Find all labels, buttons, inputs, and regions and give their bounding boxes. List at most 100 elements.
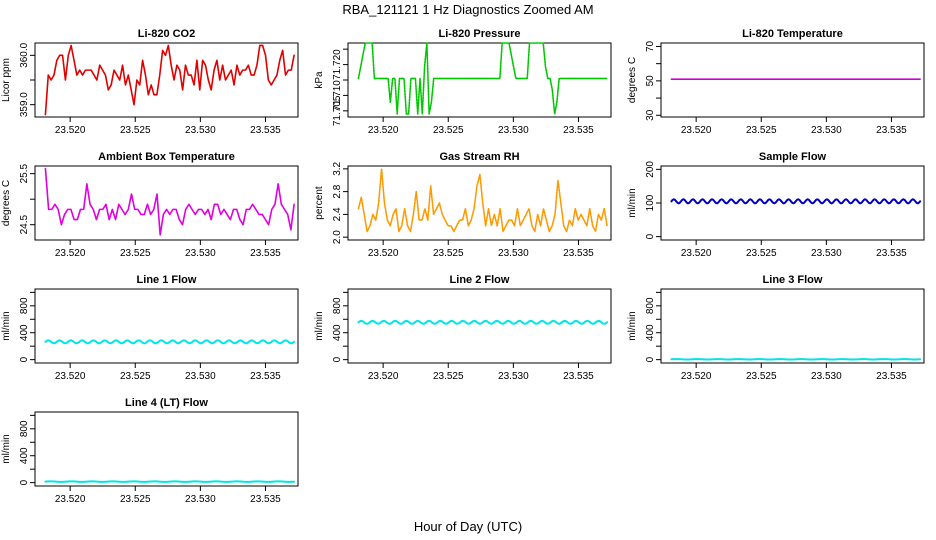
x-tick-label: 23.530 [811, 248, 842, 259]
plot-frame [347, 288, 612, 364]
panel-title: Li-820 Pressure [439, 28, 521, 40]
y-tick-label: 2.0 [332, 230, 343, 244]
panel-rh: Gas Stream RH 23.520 23.525 23.530 23.535 2.0… [314, 151, 612, 259]
x-tick-label: 23.520 [368, 371, 399, 382]
x-tick-label: 23.530 [498, 371, 529, 382]
y-tick-label: 0 [332, 356, 343, 362]
x-tick-label: 23.535 [876, 248, 907, 259]
y-tick-label: 2.4 [332, 207, 343, 221]
figure-title: RBA_121121 1 Hz Diagnostics Zoomed AM [342, 2, 593, 17]
x-tick-label: 23.535 [250, 125, 281, 136]
panel-co2: Li-820 CO2 23.520 23.525 23.530 23.535 359.0 3… [1, 28, 299, 136]
y-tick-label: 30 [645, 109, 656, 121]
y-tick-label: 800 [19, 420, 30, 437]
series-line-line2 [357, 319, 609, 325]
x-tick-label: 23.530 [185, 125, 216, 136]
y-tick-label: 800 [332, 297, 343, 314]
panel-temperature: Li-820 Temperature 23.520 23.525 23.530 23.5… [627, 28, 925, 136]
series-line-pressure [357, 42, 608, 115]
y-tick-label: 3.2 [332, 161, 343, 175]
x-tick-label: 23.520 [681, 125, 712, 136]
y-tick-label: 71.705 [332, 95, 343, 126]
x-tick-label: 23.525 [120, 371, 151, 382]
x-tick-label: 23.520 [368, 248, 399, 259]
series-line-line1 [44, 339, 296, 345]
y-tick-label: 0 [19, 356, 30, 362]
y-tick-label: 360.0 [19, 42, 30, 67]
x-tick-label: 23.525 [433, 125, 464, 136]
x-tick-label: 23.535 [563, 248, 594, 259]
y-axis-label: ml/min [627, 188, 638, 217]
x-tick-label: 23.530 [811, 125, 842, 136]
series-line-rh [357, 168, 608, 233]
panel-line3-flow: Line 3 Flow 23.520 23.525 23.530 23.535 0 400 8… [627, 274, 925, 382]
plot-frame [347, 165, 612, 241]
panel-title: Gas Stream RH [439, 151, 519, 163]
panel-title: Line 1 Flow [137, 274, 197, 286]
x-tick-label: 23.535 [250, 248, 281, 259]
y-tick-label: 400 [645, 324, 656, 341]
plot-frame [34, 288, 299, 364]
y-tick-label: 800 [645, 297, 656, 314]
x-tick-label: 23.525 [746, 371, 777, 382]
figure-xlabel: Hour of Day (UTC) [414, 519, 522, 534]
y-tick-label: 0 [645, 356, 656, 362]
y-tick-label: 25.5 [19, 163, 30, 183]
y-tick-label: 50 [645, 75, 656, 87]
y-axis-label: percent [314, 186, 325, 220]
x-tick-label: 23.535 [250, 371, 281, 382]
y-tick-label: 71.720 [332, 49, 343, 80]
x-tick-label: 23.525 [120, 494, 151, 505]
panel-box-temperature: Ambient Box Temperature 23.520 23.525 23.53… [1, 151, 299, 259]
x-tick-label: 23.525 [120, 248, 151, 259]
y-axis-label: ml/min [627, 311, 638, 340]
y-tick-label: 2.8 [332, 184, 343, 198]
panel-line1-flow: Line 1 Flow 23.520 23.525 23.530 23.535 0 400 8… [1, 274, 299, 382]
x-tick-label: 23.530 [498, 125, 529, 136]
panel-title: Line 3 Flow [763, 274, 823, 286]
y-tick-label: 359.0 [19, 92, 30, 117]
x-tick-label: 23.525 [746, 125, 777, 136]
y-axis-label: ml/min [1, 311, 12, 340]
y-tick-label: 71.710 [332, 80, 343, 111]
x-tick-label: 23.525 [433, 371, 464, 382]
panel-title: Line 4 (LT) Flow [125, 397, 208, 409]
y-tick-label: 400 [19, 447, 30, 464]
x-tick-label: 23.535 [250, 494, 281, 505]
x-tick-label: 23.520 [55, 494, 86, 505]
y-axis-label: degrees C [627, 57, 638, 103]
panel-title: Line 2 Flow [450, 274, 510, 286]
x-tick-label: 23.535 [876, 125, 907, 136]
y-tick-label: 0 [19, 479, 30, 485]
x-tick-label: 23.520 [55, 125, 86, 136]
x-tick-label: 23.530 [185, 371, 216, 382]
panel-line2-flow: Line 2 Flow 23.520 23.525 23.530 23.535 0 400 8… [314, 274, 612, 382]
y-axis-label: kPa [314, 71, 325, 89]
x-tick-label: 23.530 [185, 494, 216, 505]
y-tick-label: 200 [645, 161, 656, 178]
y-tick-label: 100 [645, 194, 656, 211]
series-line-sample_flow [670, 198, 922, 205]
y-axis-label: ml/min [314, 311, 325, 340]
plot-frame [34, 411, 299, 487]
y-tick-label: 400 [19, 324, 30, 341]
plot-frame [660, 42, 925, 118]
panel-sample-flow: Sample Flow 23.520 23.525 23.530 23.535 0 100 2… [627, 151, 925, 259]
y-axis-label: ml/min [1, 434, 12, 463]
plot-frame [34, 165, 299, 241]
panel-title: Li-820 Temperature [742, 28, 843, 40]
panel-title: Sample Flow [759, 151, 827, 163]
x-tick-label: 23.525 [746, 248, 777, 259]
y-tick-label: 24.5 [19, 215, 30, 235]
x-tick-label: 23.520 [681, 248, 712, 259]
y-tick-label: 400 [332, 324, 343, 341]
x-tick-label: 23.525 [433, 248, 464, 259]
panel-title: Li-820 CO2 [138, 28, 195, 40]
y-tick-label: 0 [645, 233, 656, 239]
series-line-co2 [44, 44, 295, 116]
x-tick-label: 23.530 [185, 248, 216, 259]
y-axis-label: degrees C [1, 180, 12, 226]
y-axis-label: Licor ppm [1, 58, 12, 102]
series-line-box_temp [44, 167, 295, 236]
x-tick-label: 23.530 [811, 371, 842, 382]
